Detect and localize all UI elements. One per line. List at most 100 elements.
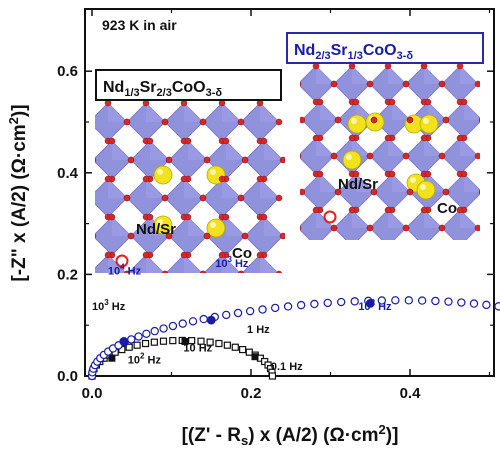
oxygen-atom (275, 270, 283, 273)
oxygen-atom (142, 175, 150, 183)
oxygen-atom (180, 251, 188, 259)
oxygen-atom (438, 224, 446, 232)
data-point (188, 317, 198, 326)
data-point (197, 337, 205, 345)
oxygen-atom (199, 270, 207, 273)
oxygen-atom (478, 117, 480, 123)
oxygen-atom (366, 152, 374, 160)
oxygen-atom (474, 80, 480, 88)
oxygen-atom (421, 243, 427, 249)
oxygen-atom (105, 290, 111, 296)
octahedron-facet (320, 102, 338, 120)
oxygen-atom (218, 251, 226, 259)
oxygen-atom (104, 175, 112, 183)
oxygen-atom (424, 98, 432, 106)
data-point (159, 337, 168, 345)
octahedron-facet (146, 255, 164, 273)
data-point (168, 321, 178, 331)
data-point (457, 298, 466, 307)
oxygen-atom (316, 98, 324, 106)
oxygen-atom (460, 98, 468, 106)
b-site-label-1: Co (232, 245, 252, 262)
data-point (404, 296, 413, 305)
data-point (482, 300, 491, 310)
octahedron-facet (316, 138, 334, 156)
data-point (444, 297, 453, 306)
oxygen-atom (312, 206, 320, 214)
frequency-label: 10 Hz (183, 343, 212, 355)
oxygen-atom (260, 137, 268, 145)
cation-highlight (410, 177, 416, 183)
data-point (245, 348, 253, 356)
oxygen-atom (181, 290, 187, 296)
octahedron-facet (108, 103, 127, 122)
octahedron-facet (260, 255, 278, 273)
octahedron-facet (460, 138, 478, 156)
oxygen-atom (384, 134, 392, 142)
x-tick-label: 0.0 (82, 385, 103, 402)
octahedron-facet (424, 210, 442, 228)
y-axis-title: [-Z" x (A/2) (Ω·cm2)] (6, 104, 30, 281)
oxygen-atom (237, 118, 245, 126)
octahedron-facet (184, 255, 202, 273)
octahedron-facet (388, 210, 406, 228)
frequency-label: 0.1 Hz (271, 361, 303, 373)
oxygen-atom (388, 98, 396, 106)
cation-highlight (351, 118, 357, 124)
octahedron-facet (316, 66, 334, 84)
oxygen-atom (349, 243, 355, 249)
oxygen-atom (203, 232, 211, 240)
oxygen-atom (108, 137, 116, 145)
octahedron-facet (264, 141, 283, 160)
oxygen-atom (330, 152, 338, 160)
oxygen-atom (95, 233, 97, 239)
oxygen-atom (257, 290, 263, 296)
data-point (323, 298, 332, 308)
oxygen-atom (442, 188, 450, 196)
frequency-label: 103 Hz (92, 298, 126, 313)
oxygen-atom (312, 134, 320, 142)
oxygen-atom (260, 213, 268, 221)
frequency-marker (181, 337, 189, 345)
y-tick-label: 0.2 (57, 266, 78, 283)
series-2 (87, 296, 500, 381)
octahedron-facet (188, 217, 207, 236)
data-point (134, 332, 143, 341)
a-site-label-1: Nd/Sr (136, 221, 176, 238)
octahedron-facet (460, 210, 478, 228)
data-point (268, 372, 277, 380)
octahedron-facet (184, 179, 203, 198)
oxygen-atom (222, 137, 230, 145)
data-point (233, 308, 243, 318)
oxygen-atom (123, 270, 131, 273)
oxygen-atom (334, 116, 342, 124)
frequency-marker (206, 315, 216, 325)
oxygen-atom (402, 224, 410, 232)
data-point (223, 341, 231, 349)
oxygen-atom (384, 206, 392, 214)
data-point (159, 324, 168, 333)
oxygen-atom (86, 195, 92, 201)
oxygen-atom (146, 213, 154, 221)
oxygen-atom (348, 206, 356, 214)
data-point (350, 297, 359, 306)
oxygen-vacancy-marker (115, 254, 129, 268)
cation-highlight (157, 219, 163, 225)
svg-text:Nd1/3Sr2/3CoO3-δ: Nd1/3Sr2/3CoO3-δ (103, 79, 222, 99)
x-axis-title: [(Z' - Rs) x (A/2) (Ω·cm2)] (182, 422, 399, 448)
frequency-label: 1 Hz (247, 324, 270, 336)
oxygen-atom (104, 251, 112, 259)
octahedron-facet (226, 141, 245, 160)
oxygen-atom (300, 116, 306, 124)
oxygen-atom (237, 194, 245, 202)
frequency-marker (365, 298, 375, 308)
oxygen-atom (161, 118, 169, 126)
oxygen-atom (406, 116, 414, 124)
a-site-cation (153, 165, 173, 185)
y-tick-label: 0.4 (57, 165, 79, 182)
oxygen-atom (184, 137, 192, 145)
oxygen-atom (241, 232, 249, 240)
octahedron-facet (260, 103, 279, 122)
oxygen-atom (199, 118, 207, 126)
oxygen-atom (222, 213, 230, 221)
